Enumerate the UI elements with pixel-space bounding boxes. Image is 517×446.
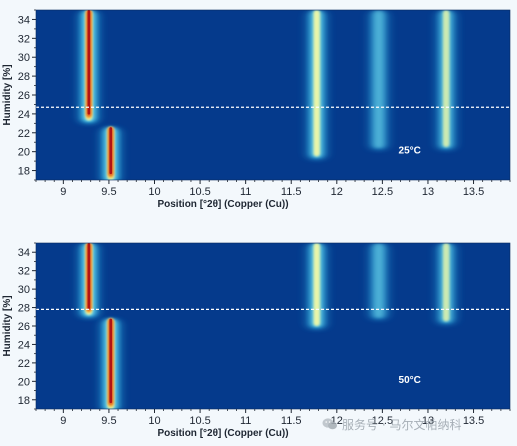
temperature-annotation: 50°C — [399, 375, 421, 386]
temperature-annotation: 25°C — [399, 146, 421, 157]
peak-streak — [369, 10, 388, 151]
y-tick-label: 30 — [18, 284, 30, 296]
x-tick-label: 13 — [422, 415, 434, 427]
y-tick-label: 32 — [18, 33, 30, 45]
peak-streak — [79, 10, 98, 124]
peak-streak — [79, 243, 98, 319]
x-tick-label: 9 — [60, 415, 66, 427]
heatmap-panel-1: 9 9.5 10 10.5 11 11.5 12 12.5 13 13.5 18 20 22 24 26 28… — [2, 9, 511, 210]
x-tick-label: 10.5 — [189, 186, 210, 198]
x-tick-label: 10 — [148, 186, 160, 198]
y-tick-label: 28 — [18, 303, 30, 315]
x-tick-label: 12.5 — [372, 415, 393, 427]
watermark-text: 服务号 · 马尔文帕纳科 — [342, 417, 462, 432]
x-axis-label: Position [°2θ] (Copper (Cu)) — [157, 199, 288, 210]
x-tick-label: 13.5 — [463, 186, 484, 198]
y-tick-label: 18 — [18, 166, 30, 178]
y-axis-label: Humidity [%] — [2, 295, 13, 356]
peak-streak — [101, 127, 120, 180]
y-tick-label: 34 — [18, 14, 30, 26]
y-tick-label: 26 — [18, 90, 30, 102]
x-tick-label: 11 — [240, 186, 251, 198]
x-tick-label: 9 — [60, 186, 66, 198]
y-tick-label: 30 — [18, 52, 30, 64]
y-tick-label: 24 — [18, 339, 30, 351]
peak-streak — [307, 10, 326, 160]
wechat-icon — [322, 417, 338, 431]
y-tick-label: 28 — [18, 71, 30, 83]
watermark: 服务号 · 马尔文帕纳科 — [322, 414, 461, 434]
peak-streak — [369, 243, 388, 321]
y-tick-label: 26 — [18, 321, 30, 333]
y-axis-label: Humidity [%] — [2, 64, 13, 125]
y-tick-label: 20 — [18, 147, 30, 159]
peak-streak — [437, 10, 456, 151]
x-tick-label: 10 — [148, 415, 160, 427]
x-tick-label: 13.5 — [463, 415, 484, 427]
x-tick-label: 13 — [422, 186, 434, 198]
y-tick-label: 34 — [18, 247, 30, 259]
y-tick-label: 22 — [18, 358, 30, 370]
y-tick-label: 18 — [18, 395, 30, 407]
y-tick-label: 32 — [18, 266, 30, 278]
y-tick-label: 20 — [18, 376, 30, 388]
x-tick-label: 11.5 — [281, 415, 302, 427]
x-tick-label: 11.5 — [281, 186, 302, 198]
peak-streak — [101, 318, 120, 409]
x-tick-label: 10.5 — [189, 415, 210, 427]
x-tick-label: 9.5 — [101, 186, 116, 198]
heatmap-panel-2: 9 9.5 10 10.5 11 11.5 12 12.5 13 13.5182022242628… — [2, 242, 511, 439]
x-axis-label: Position [°2θ] (Copper (Cu)) — [157, 428, 288, 439]
y-tick-label: 22 — [18, 128, 30, 140]
x-tick-label: 12.5 — [372, 186, 393, 198]
y-tick-label: 24 — [18, 109, 30, 121]
peak-streak — [437, 243, 456, 325]
x-tick-label: 11 — [240, 415, 251, 427]
peak-streak — [307, 243, 326, 330]
x-tick-label: 12 — [331, 186, 343, 198]
x-tick-label: 9.5 — [101, 415, 116, 427]
